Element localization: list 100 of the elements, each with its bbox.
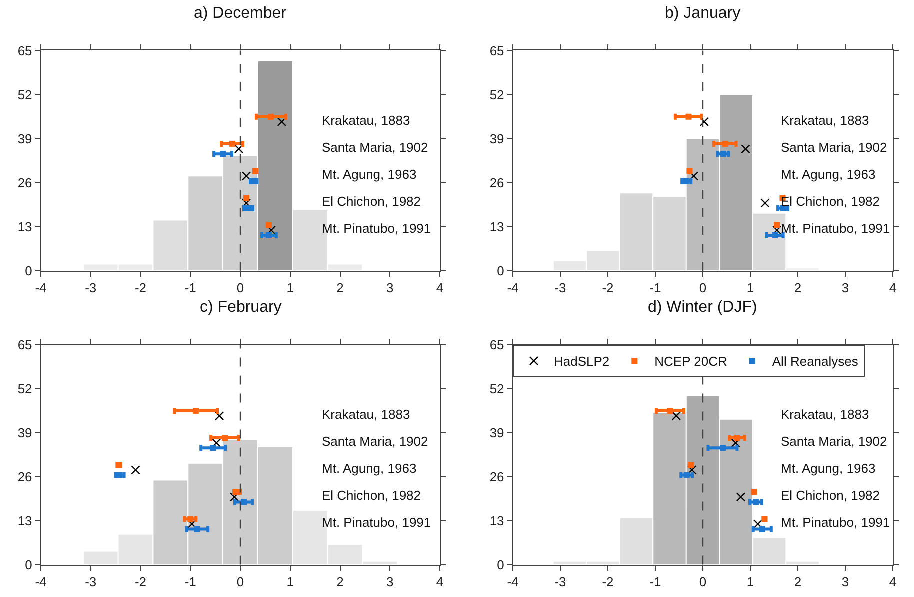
y-tick-label: 39: [18, 425, 32, 440]
y-tick-label: 26: [490, 469, 504, 484]
chart-title: d) Winter (DJF): [648, 299, 758, 316]
x-tick-label: 0: [236, 280, 244, 296]
x-tick-label: -1: [650, 574, 662, 590]
annotation: Mt. Agung, 1963: [322, 167, 417, 182]
x-tick-label: 1: [746, 280, 754, 296]
y-tick-label: 13: [18, 220, 32, 235]
point: [242, 172, 252, 181]
x-tick-label: -4: [35, 574, 47, 590]
y-tick-label: 39: [18, 131, 32, 146]
point: [759, 526, 766, 532]
point: [131, 466, 140, 475]
legend-label: NCEP 20CR: [654, 354, 728, 370]
annotation: Mt. Pinatubo, 1991: [322, 221, 432, 236]
y-tick-label: 13: [490, 220, 504, 235]
y-tick-label: 52: [490, 382, 504, 397]
point: [188, 516, 194, 522]
annotation: El Chichon, 1982: [781, 488, 880, 503]
point: [689, 172, 699, 181]
x-tick-label: -1: [650, 280, 662, 296]
point: [686, 114, 692, 120]
x-tick-label: 2: [794, 280, 802, 296]
x-tick-label: 4: [889, 574, 897, 590]
x-tick-label: 2: [336, 280, 344, 296]
annotation: Mt. Agung, 1963: [781, 167, 876, 182]
annotation: Krakatau, 1883: [781, 113, 870, 128]
x-tick-label: -3: [85, 574, 97, 590]
point: [734, 435, 740, 442]
x-tick-label: 4: [436, 574, 444, 590]
y-tick-label: 65: [18, 43, 32, 58]
x-tick-label: 3: [842, 574, 850, 590]
point: [722, 140, 728, 147]
y-tick-label: 65: [490, 338, 504, 353]
chart-title: b) January: [665, 5, 741, 22]
annotation: Santa Maria, 1902: [322, 434, 428, 449]
x-tick-label: -2: [602, 574, 614, 590]
y-tick-label: 0: [25, 557, 32, 572]
x-tick-label: 1: [286, 280, 294, 296]
annotation: Santa Maria, 1902: [781, 434, 888, 449]
point: [277, 117, 286, 127]
y-tick-label: 52: [18, 382, 32, 397]
x-tick-label: 1: [746, 574, 754, 590]
x-tick-label: -1: [184, 280, 196, 296]
point: [214, 411, 224, 421]
y-tick-label: 0: [25, 264, 32, 279]
x-tick-label: 1: [286, 574, 294, 590]
point: [741, 144, 750, 154]
annotation: Krakatau, 1883: [322, 407, 410, 422]
annotation: Santa Maria, 1902: [322, 140, 428, 155]
point: [736, 492, 746, 502]
chart-title: c) February: [200, 299, 282, 316]
annotation: El Chichon, 1982: [322, 194, 422, 209]
y-tick-label: 0: [497, 557, 504, 572]
x-tick-label: 4: [889, 280, 897, 296]
x-tick-label: -3: [554, 280, 566, 296]
point: [687, 466, 697, 475]
annotation: Mt. Agung, 1963: [781, 461, 876, 476]
x-tick-label: -4: [507, 280, 519, 296]
point: [212, 438, 222, 448]
point: [193, 408, 200, 414]
x-tick-label: -4: [507, 574, 519, 590]
annotation: Krakatau, 1883: [322, 113, 410, 128]
annotation: Mt. Pinatubo, 1991: [781, 515, 890, 530]
chart-title: a) December: [194, 5, 288, 22]
point: [230, 140, 236, 147]
point: [230, 492, 240, 502]
point: [194, 526, 200, 532]
y-tick-label: 52: [490, 87, 504, 102]
x-tick-label: -3: [85, 280, 97, 296]
y-tick-label: 13: [490, 513, 504, 528]
x-tick-label: -1: [184, 574, 196, 590]
x-tick-label: -2: [134, 280, 147, 296]
y-tick-label: 52: [18, 87, 32, 102]
x-tick-label: 3: [842, 280, 850, 296]
legend-label: All Reanalyses: [772, 354, 859, 370]
x-tick-label: 0: [699, 574, 707, 590]
point: [268, 114, 274, 120]
y-tick-label: 39: [490, 425, 504, 440]
legend-label: HadSLP2: [554, 354, 610, 370]
point: [242, 198, 252, 208]
point: [754, 520, 763, 529]
point: [720, 445, 726, 452]
point: [210, 445, 216, 452]
x-tick-label: -3: [554, 574, 566, 590]
x-tick-label: 3: [386, 574, 394, 590]
point: [240, 499, 247, 506]
x-tick-label: -2: [602, 280, 614, 296]
point: [731, 438, 740, 448]
annotation: Mt. Pinatubo, 1991: [781, 221, 890, 236]
point: [760, 198, 770, 208]
point: [667, 408, 674, 414]
annotation: Santa Maria, 1902: [781, 140, 888, 155]
point: [672, 411, 681, 421]
x-tick-label: 0: [699, 280, 707, 296]
x-tick-label: -4: [35, 280, 47, 296]
x-tick-label: 3: [386, 280, 394, 296]
annotation: Krakatau, 1883: [781, 407, 870, 422]
x-tick-label: 2: [794, 574, 802, 590]
x-tick-label: 2: [336, 574, 344, 590]
